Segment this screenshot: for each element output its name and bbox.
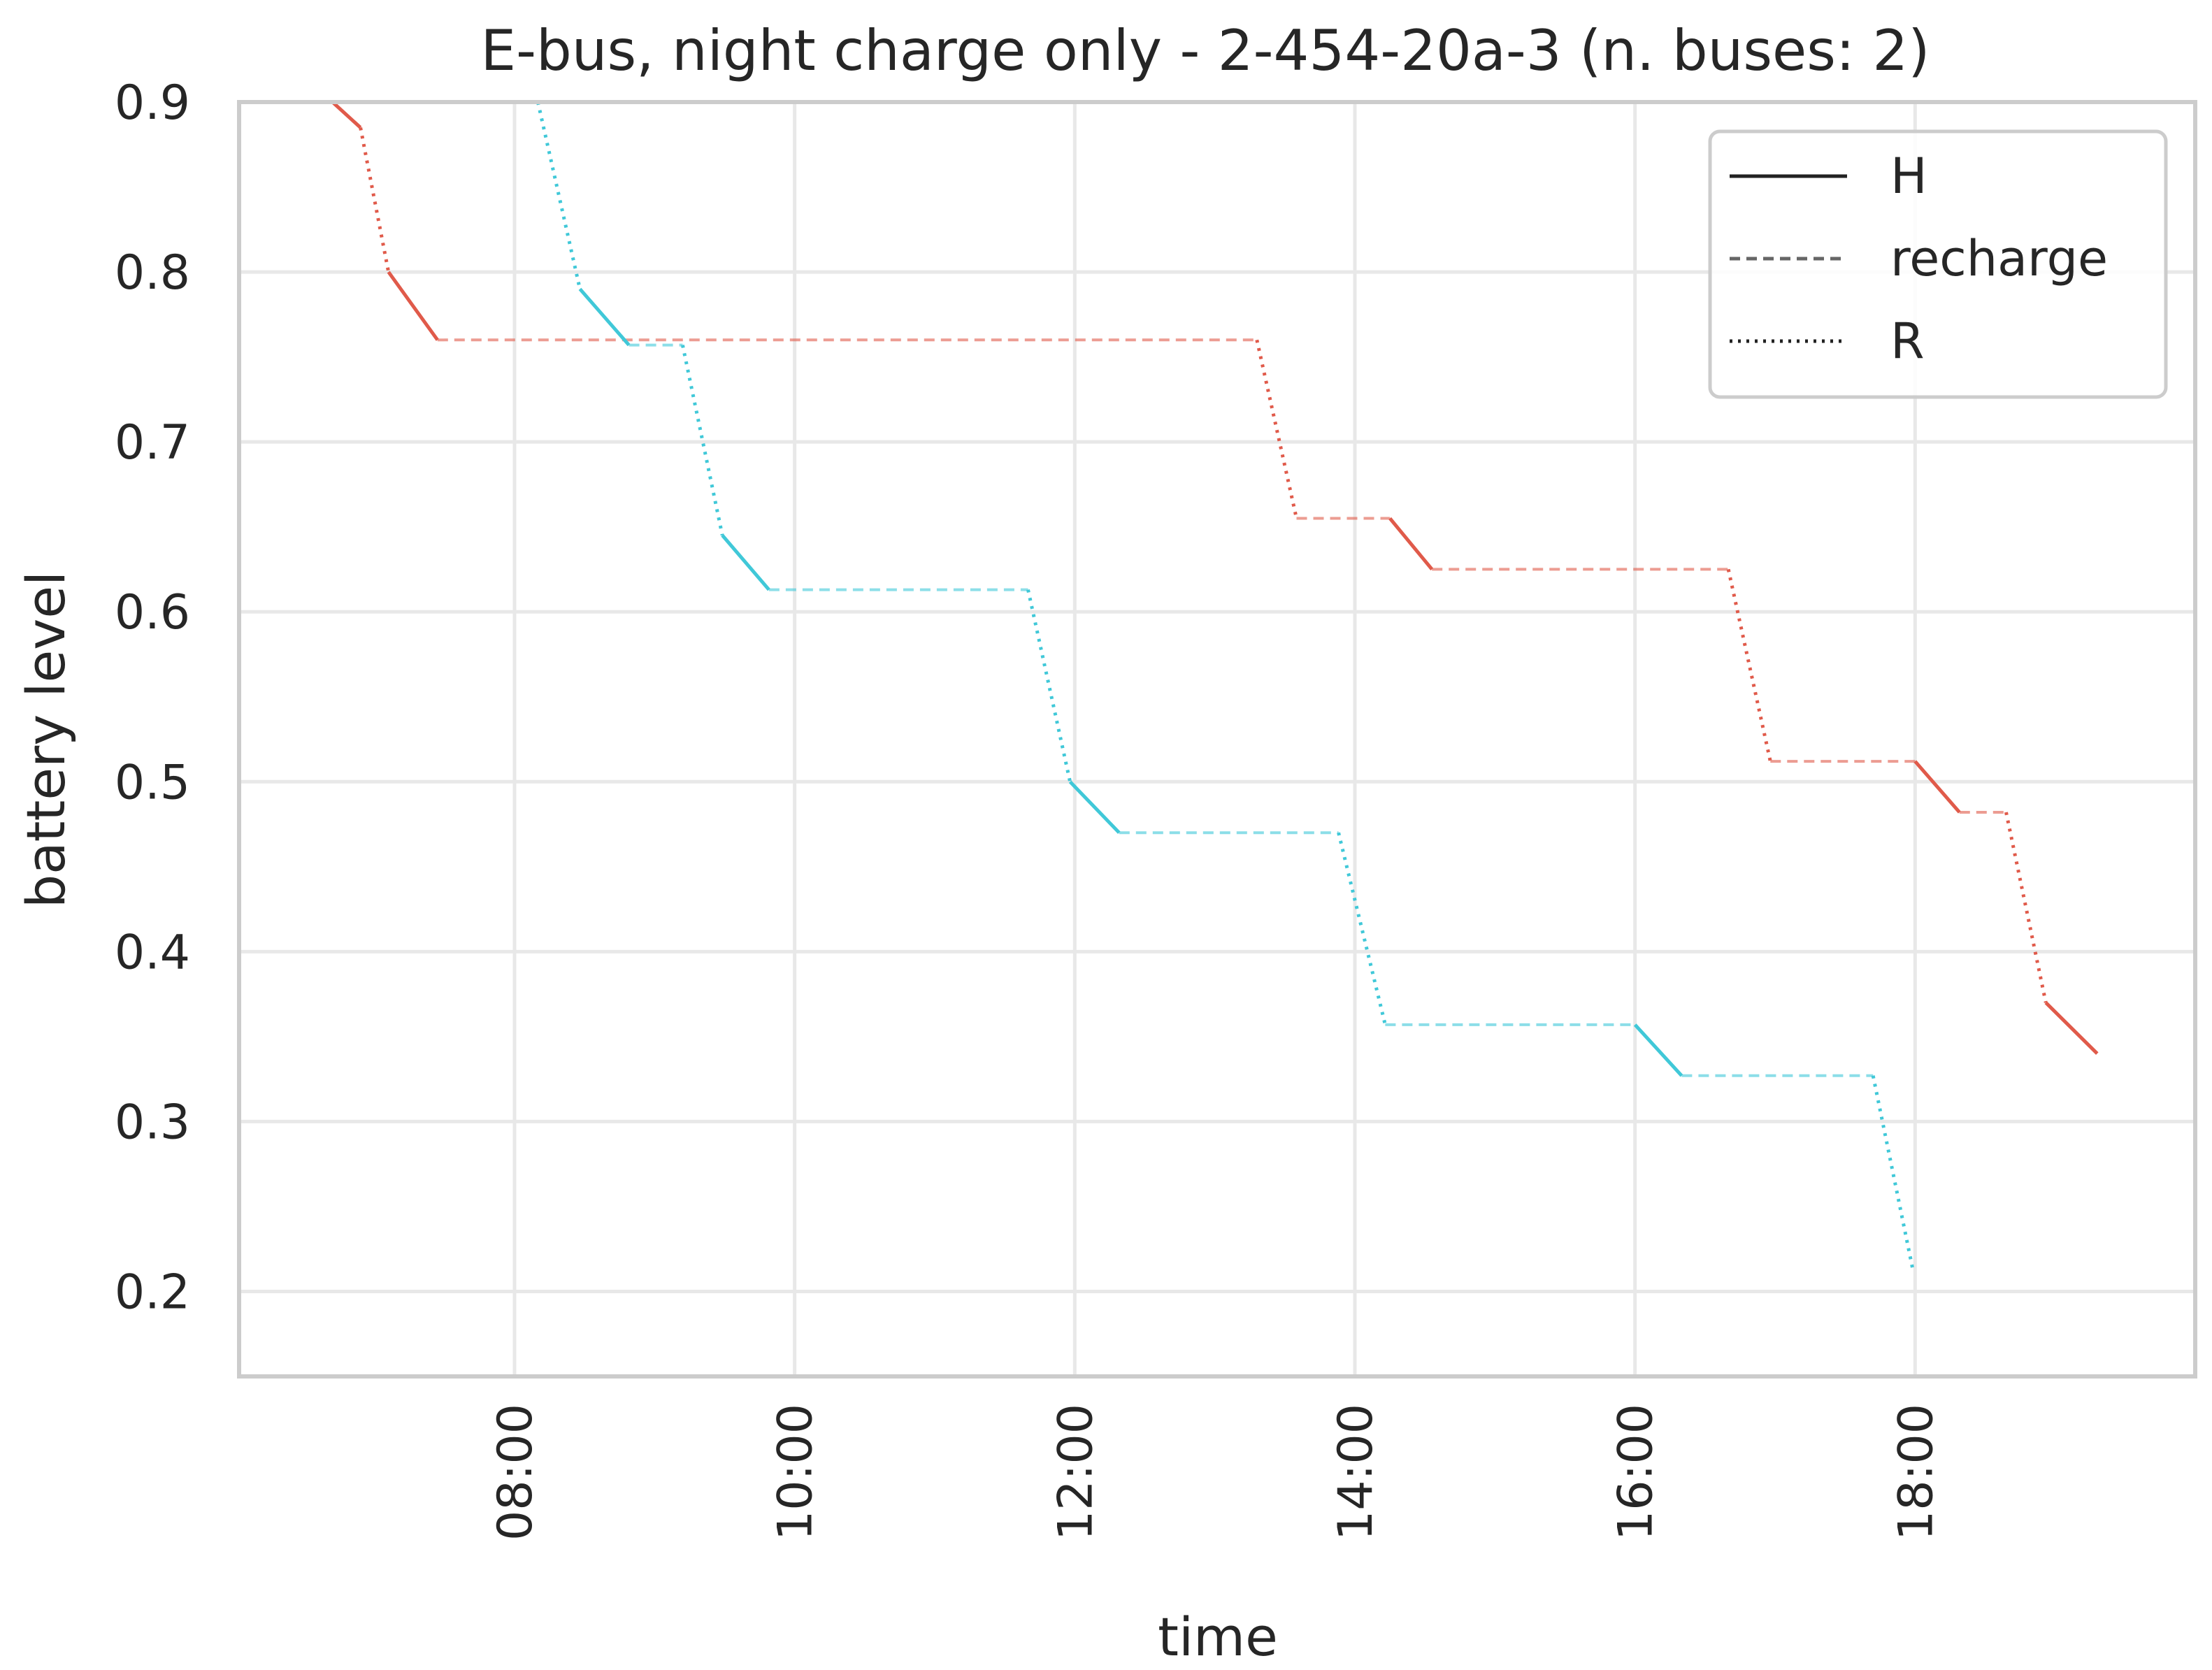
x-tick-label: 18:00 (1888, 1404, 1944, 1541)
segment-dotted (1871, 1075, 1915, 1270)
y-tick-label: 0.3 (115, 1095, 190, 1150)
x-tick-labels: 08:00 10:00 12:00 14:00 16:00 18:00 (488, 1404, 1944, 1541)
grid-lines (239, 100, 2195, 1376)
y-axis-label: battery level (15, 571, 77, 908)
y-tick-label: 0.8 (115, 245, 190, 301)
y-tick-label: 0.5 (115, 755, 190, 810)
segment-solid (721, 534, 770, 591)
segment-dotted (359, 127, 391, 273)
y-tick-label: 0.2 (115, 1265, 190, 1320)
legend-label: recharge (1890, 230, 2108, 287)
y-tick-labels: 0.2 0.3 0.4 0.5 0.6 0.7 0.8 0.9 (115, 75, 190, 1320)
segment-dotted (680, 345, 724, 536)
y-tick-label: 0.9 (115, 75, 190, 131)
legend-box (1708, 129, 2168, 399)
y-tick-label: 0.6 (115, 585, 190, 640)
x-tick-label: 10:00 (768, 1404, 824, 1541)
segment-solid (387, 271, 439, 341)
segment-solid (1913, 760, 1961, 814)
x-tick-label: 08:00 (488, 1404, 543, 1541)
segment-solid (1068, 780, 1121, 834)
legend-label: R (1890, 312, 1925, 370)
segment-solid (1633, 1023, 1683, 1077)
x-tick-label: 16:00 (1609, 1404, 1664, 1541)
y-tick-label: 0.7 (115, 415, 190, 470)
segment-solid (578, 287, 631, 347)
series-lines (331, 101, 2099, 1270)
segment-dotted (1255, 339, 1298, 519)
segment-dotted (1026, 589, 1072, 782)
legend-label: H (1890, 147, 1927, 205)
series-bus-2 (536, 101, 1915, 1270)
segment-solid (2044, 1001, 2099, 1055)
y-tick-label: 0.4 (115, 925, 190, 980)
x-tick-label: 14:00 (1328, 1404, 1384, 1541)
segment-dotted (2004, 812, 2048, 1003)
segment-dotted (1726, 568, 1772, 762)
segment-solid (1388, 517, 1434, 570)
segment-dotted (1337, 832, 1387, 1025)
plot-frame (237, 100, 2197, 1379)
x-tick-label: 12:00 (1048, 1404, 1103, 1541)
chart-title: E-bus, night charge only - 2-454-20a-3 (… (481, 18, 1930, 83)
series-bus-1 (331, 101, 2099, 1055)
x-axis-label: time (1158, 1606, 1278, 1668)
segment-dotted (536, 101, 582, 289)
segment-solid (331, 101, 362, 129)
